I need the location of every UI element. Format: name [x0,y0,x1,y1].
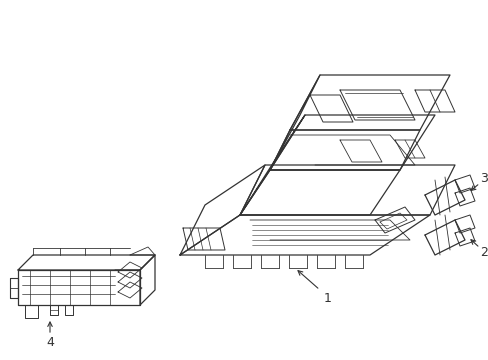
Text: 2: 2 [479,247,487,260]
Text: 3: 3 [479,171,487,184]
Text: 1: 1 [324,292,331,305]
Text: 4: 4 [46,336,54,348]
